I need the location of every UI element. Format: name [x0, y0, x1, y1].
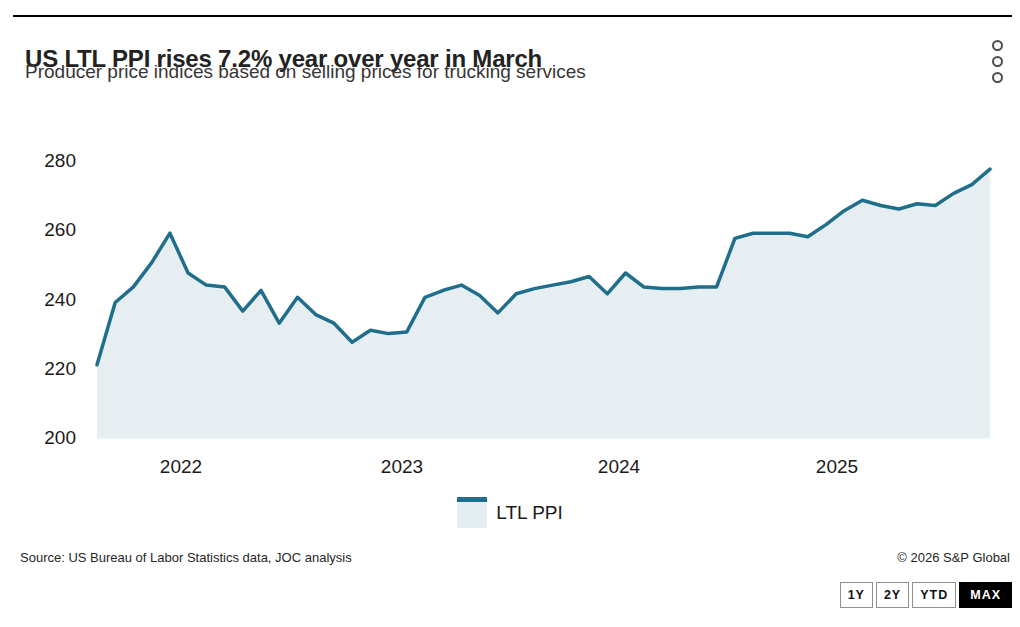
- x-axis-label: 2024: [598, 456, 641, 477]
- y-axis-label: 240: [44, 289, 76, 310]
- x-axis-label: 2022: [160, 456, 202, 477]
- legend-swatch-icon: [457, 497, 487, 528]
- range-button-ytd[interactable]: YTD: [912, 582, 956, 608]
- copyright-note: © 2026 S&P Global: [897, 550, 1010, 565]
- x-axis-label: 2025: [816, 456, 858, 477]
- legend[interactable]: LTL PPI: [0, 497, 1020, 528]
- legend-label: LTL PPI: [496, 502, 563, 524]
- range-button-1y[interactable]: 1Y: [840, 582, 873, 608]
- x-axis-label: 2023: [381, 456, 423, 477]
- y-axis-label: 260: [44, 219, 76, 240]
- range-button-2y[interactable]: 2Y: [876, 582, 909, 608]
- y-axis-label: 220: [44, 358, 76, 379]
- range-button-max[interactable]: MAX: [959, 582, 1012, 608]
- y-axis-label: 200: [44, 427, 76, 448]
- ltl-ppi-area-chart[interactable]: 280 260 240 220 200 2022 2023 2024 2025: [0, 0, 1020, 575]
- area-fill: [97, 169, 990, 438]
- range-selector: 1Y 2Y YTD MAX: [840, 582, 1012, 608]
- y-axis-label: 280: [44, 150, 76, 171]
- source-note: Source: US Bureau of Labor Statistics da…: [20, 550, 352, 565]
